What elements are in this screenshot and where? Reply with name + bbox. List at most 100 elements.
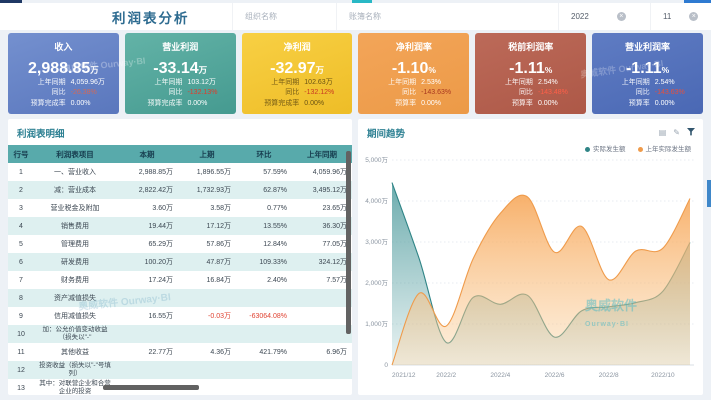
table-header: 行号 利润表项目 本期 上期 环比 上年同期 [8, 145, 352, 163]
edit-icon[interactable]: ✎ [673, 127, 680, 137]
table-row[interactable]: 4 销售费用 19.44万 17.12万 13.55% 36.30万 [8, 217, 352, 235]
value-cell: 13.55% [236, 217, 292, 235]
value-cell: 23.65万 [322, 205, 347, 212]
item-cell: 营业税金及附加 [50, 205, 100, 212]
table-view-icon[interactable]: ▤ [658, 127, 667, 137]
value-cell: 4,059.96万 [312, 169, 347, 176]
kpi-subrows: 上年同期 102.63万 同比 -132.12% 预算完成率 0.00% [264, 78, 335, 107]
kpi-card-3[interactable]: 净利润 -32.97万 上年同期 102.63万 同比 -132.12% 预算完成率 0.00… [241, 33, 353, 114]
value-cell: 100.20万 [116, 253, 178, 271]
kpi-card-5[interactable]: 税前利润率 -1.11% 上年同期 2.54% 同比 -143.48% 预算率 0.00% [475, 33, 587, 114]
value-cell: 62.87% [236, 181, 292, 199]
month-clear-icon[interactable]: × [689, 12, 699, 21]
table-row[interactable]: 8 资产减值损失 [8, 289, 352, 307]
legend-item[interactable]: 上年实际发生额 [637, 143, 691, 153]
value-cell: 12.84% [263, 240, 287, 248]
item-cell: 其中：对联营企业和合营企业的投资 [39, 380, 111, 395]
value-cell: 7.57万 [326, 277, 347, 284]
table-row[interactable]: 6 研发费用 100.20万 47.87万 109.33% 324.12万 [8, 253, 352, 271]
value-cell: 65.29万 [148, 241, 173, 248]
item-cell: 信用减值损失 [54, 313, 96, 320]
value-cell: 13 [17, 384, 25, 392]
value-cell: 3.58万 [210, 205, 231, 212]
kpi-card-4[interactable]: 净利润率 -1.10% 上年同期 2.53% 同比 -143.63% 预算率 0.00% [358, 33, 470, 114]
value-cell: 421.79% [259, 348, 287, 356]
value-cell: 2 [8, 181, 34, 199]
book-name-input[interactable]: 账簿名称 [336, 3, 440, 30]
table-row[interactable]: 2 减：营业成本 2,822.42万 1,732.93万 62.87% 3,495.12万 [8, 181, 352, 199]
top-scroll-fragment-left [0, 0, 22, 3]
table-row[interactable]: 11 其他收益 22.77万 4.36万 421.79% 6.96万 [8, 343, 352, 361]
kpi-subrows: 上年同期 4,059.96万 同比 -26.38% 预算完成率 0.00% [30, 78, 105, 107]
table-row[interactable]: 12 投资收益（损失以"-"号填列） [8, 361, 352, 379]
kpi-subrows: 上年同期 2.54% 同比 -143.63% 预算率 0.00% [621, 78, 685, 107]
kpi-subrows: 上年同期 2.54% 同比 -143.48% 预算率 0.00% [504, 78, 568, 107]
value-cell: 5 [19, 240, 23, 248]
value-cell: 6.96万 [326, 349, 347, 356]
kpi-card-2[interactable]: 营业利润 -33.14万 上年同期 103.12万 同比 -132.13% 预算完成率 0.0… [124, 33, 236, 114]
value-cell: 47.87万 [178, 253, 236, 271]
x-axis-tick: 2022/10 [651, 372, 675, 379]
month-select[interactable]: 11 × [650, 3, 711, 30]
col-header: 本期 [116, 145, 178, 163]
value-cell: 109.33% [236, 253, 292, 271]
value-cell: 77.05万 [322, 241, 347, 248]
value-cell [236, 361, 292, 379]
table-horizontal-scrollbar[interactable] [103, 385, 199, 390]
table-row[interactable]: 10 加：公允价值变动收益（损失以"-" [8, 325, 352, 343]
value-cell: 9 [19, 312, 23, 320]
kpi-title: 净利润 [283, 42, 311, 52]
filter-funnel-icon[interactable] [687, 128, 695, 136]
value-cell [292, 379, 352, 395]
page-vertical-scrollbar[interactable] [707, 180, 711, 207]
value-cell: 3.60万 [152, 205, 173, 212]
book-name-placeholder: 账簿名称 [349, 12, 381, 21]
kpi-value: -1.11% [625, 60, 670, 77]
profit-table: 行号 利润表项目 本期 上期 环比 上年同期 1 一、营业收入 2,988.85万 1,896.… [8, 145, 352, 395]
kpi-value: -32.97万 [270, 60, 325, 77]
chart-title: 期间趋势 [367, 129, 406, 140]
value-cell: 2,822.42万 [116, 181, 178, 199]
kpi-subrows: 上年同期 2.53% 同比 -143.63% 预算率 0.00% [388, 78, 452, 107]
value-cell: -0.03万 [208, 313, 231, 320]
legend-dot-icon [637, 146, 643, 152]
trend-chart-panel: 期间趋势 ▤ ✎ 实际发生额 上年实际发生额 5,000万 4,000万 3,000万… [358, 119, 703, 395]
value-cell: 12 [8, 361, 34, 379]
value-cell [178, 325, 236, 343]
kpi-card-1[interactable]: 收入 2,988.85万 上年同期 4,059.96万 同比 -26.38% 预算完成率 0.… [8, 33, 119, 114]
table-row[interactable]: 5 管理费用 65.29万 57.86万 12.84% 77.05万 [8, 235, 352, 253]
top-tab-indicator [352, 0, 372, 3]
value-cell [292, 325, 352, 343]
value-cell: 57.59% [263, 168, 287, 176]
table-row[interactable]: 1 一、营业收入 2,988.85万 1,896.55万 57.59% 4,059.96万 [8, 163, 352, 181]
kpi-card-6[interactable]: 营业利润率 -1.11% 上年同期 2.54% 同比 -143.63% 预算率 0.00% [592, 33, 703, 114]
item-cell: 加：公允价值变动收益（损失以"-" [34, 325, 116, 343]
chart-legend[interactable]: 实际发生额 上年实际发生额 [358, 143, 703, 153]
table-row[interactable]: 3 营业税金及附加 3.60万 3.58万 0.77% 23.65万 [8, 199, 352, 217]
value-cell [292, 289, 352, 307]
value-cell: 4 [8, 217, 34, 235]
kpi-value: 2,988.85万 [28, 60, 99, 77]
item-cell: 一、营业收入 [54, 169, 96, 176]
y-axis-tick: 1,000万 [365, 320, 388, 328]
table-row[interactable]: 9 信用减值损失 16.55万 -0.03万 -63064.08% [8, 307, 352, 325]
trend-area-chart[interactable]: 5,000万 4,000万 3,000万 2,000万 1,000万 0 2021/12 20… [362, 153, 699, 391]
value-cell: 1,732.93万 [178, 181, 236, 199]
table-row[interactable]: 13 其中：对联营企业和合营企业的投资 [8, 379, 352, 395]
x-axis-tick: 2021/12 [392, 372, 416, 379]
legend-item[interactable]: 实际发生额 [585, 143, 626, 153]
y-axis-tick: 5,000万 [365, 156, 388, 164]
year-select[interactable]: 2022 × [558, 3, 650, 30]
value-cell [116, 361, 178, 379]
item-cell: 投资收益（损失以"-"号填列） [34, 361, 116, 379]
value-cell: 1,896.55万 [196, 169, 231, 176]
table-vertical-scrollbar[interactable] [346, 151, 351, 334]
value-cell [236, 379, 292, 395]
org-name-input[interactable]: 组织名称 [232, 3, 336, 30]
month-value: 11 [663, 12, 672, 21]
header-bar: 利润表分析 组织名称 账簿名称 2022 × 11 × [0, 3, 711, 30]
value-cell: 11 [17, 348, 25, 356]
year-clear-icon[interactable]: × [616, 12, 626, 21]
table-row[interactable]: 7 财务费用 17.24万 16.84万 2.40% 7.57万 [8, 271, 352, 289]
col-header: 上期 [178, 145, 236, 163]
